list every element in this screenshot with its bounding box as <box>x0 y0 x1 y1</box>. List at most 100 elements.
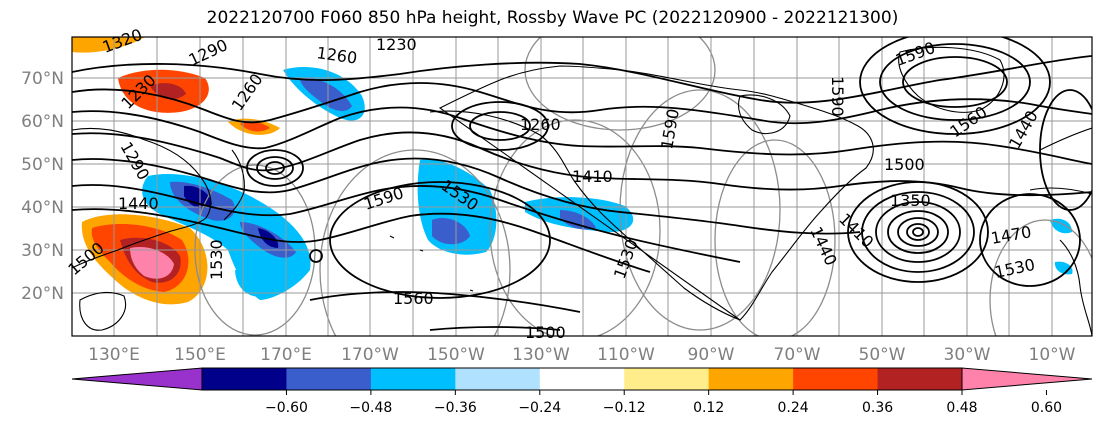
contour-label: 1500 <box>525 323 566 342</box>
height-contour <box>469 111 531 141</box>
lon-tick-label: 150°E <box>174 345 226 365</box>
coastline-japan <box>223 149 245 221</box>
height-contour <box>329 181 551 299</box>
contour-label: 1230 <box>376 35 417 54</box>
rossby-arc <box>989 219 1092 336</box>
colorbar-frame <box>201 367 963 391</box>
lon-axis: 130°E 150°E 170°E 170°W 150°W 130°W 110°… <box>88 345 1076 365</box>
contour-label: 1530 <box>207 239 226 280</box>
shade-negative <box>1050 218 1072 234</box>
shade-positive <box>130 246 174 279</box>
colorbar-segment <box>624 368 710 390</box>
colorbar-tick-label: −0.60 <box>265 400 308 416</box>
coastline-greenland <box>898 46 1005 113</box>
rossby-arc <box>619 89 781 331</box>
colorbar-segment <box>286 368 372 390</box>
colorbar-segment <box>370 368 456 390</box>
contour-label: 1590 <box>828 76 847 117</box>
colorbar-tick-label: −0.48 <box>349 400 392 416</box>
height-contour <box>861 191 975 273</box>
shade-negative <box>1054 261 1073 275</box>
coastline-hudson <box>737 94 791 134</box>
coastline-north-america <box>429 65 874 321</box>
colorbar-tick-label: −0.12 <box>603 400 646 416</box>
height-contour <box>912 227 924 237</box>
height-contour <box>72 106 1092 165</box>
lat-tick-label: 70°N <box>21 69 64 89</box>
lon-tick-label: 70°W <box>774 345 821 365</box>
rossby-arc <box>489 119 661 336</box>
lon-tick-label: 170°W <box>341 345 399 365</box>
height-contour <box>451 101 549 151</box>
map-frame <box>71 36 1093 337</box>
coastline-asia <box>72 127 212 269</box>
shade-negative <box>432 217 470 245</box>
colorbar-tick-label: 0.36 <box>862 400 893 416</box>
height-contour <box>902 56 1008 108</box>
rossby-arc <box>524 37 716 131</box>
lat-tick-label: 30°N <box>21 241 64 261</box>
contour-label: 1350 <box>890 191 931 210</box>
height-contour <box>979 193 1081 287</box>
height-contour <box>72 82 1092 125</box>
lat-tick-label: 40°N <box>21 198 64 218</box>
colorbar-tick-label: 0.24 <box>778 400 809 416</box>
colorbar-tick-label: −0.24 <box>518 400 561 416</box>
rossby-arc <box>714 139 836 336</box>
height-contour <box>1039 89 1092 211</box>
coastline-australia <box>79 291 126 331</box>
lon-tick-label: 110°W <box>597 345 655 365</box>
lon-tick-label: 50°W <box>859 345 906 365</box>
colorbar-segment <box>202 368 287 390</box>
colorbar-tick-label: 0.12 <box>693 400 724 416</box>
lat-tick-label: 50°N <box>21 155 64 175</box>
shading-layer <box>72 37 1073 305</box>
colorbar-segment <box>539 368 625 390</box>
height-contour <box>72 131 1092 197</box>
colorbar-segment <box>793 368 879 390</box>
lon-tick-label: 90°W <box>688 345 735 365</box>
height-contour <box>859 37 1051 135</box>
height-contour <box>906 223 930 241</box>
lon-tick-label: 10°W <box>1029 345 1076 365</box>
colorbar-extend-high <box>961 367 1093 391</box>
lon-tick-label: 130°E <box>88 345 140 365</box>
height-contour <box>72 55 1092 104</box>
contour-label: 1410 <box>572 167 613 186</box>
lat-tick-label: 60°N <box>21 112 64 132</box>
lon-tick-label: 130°W <box>512 345 570 365</box>
shade-negative <box>258 228 279 248</box>
colorbar-segment <box>455 368 541 390</box>
shade-positive <box>240 121 270 132</box>
height-contour <box>256 156 294 180</box>
contour-label: 1440 <box>118 194 159 213</box>
height-contour <box>875 201 961 263</box>
coastline-islands <box>389 235 474 292</box>
colorbar-segment <box>708 368 794 390</box>
colorbar-extend-low <box>71 367 203 391</box>
height-contour <box>879 43 1031 121</box>
height-contour <box>246 149 304 187</box>
lon-tick-label: 30°W <box>944 345 991 365</box>
height-contour <box>847 181 989 283</box>
lon-tick-label: 150°W <box>427 345 485 365</box>
colorbar-segment <box>877 368 963 390</box>
height-contour <box>72 208 651 273</box>
contour-label: 1560 <box>393 289 434 308</box>
shade-positive <box>72 37 145 53</box>
height-contour <box>72 157 861 235</box>
height-contour <box>309 291 581 313</box>
rossby-arc <box>319 149 511 336</box>
coastlines <box>72 46 1092 336</box>
colorbar-tick-label: 0.60 <box>1031 400 1062 416</box>
colorbar-tick-label: 0.48 <box>946 400 977 416</box>
colorbar: −0.60 −0.48 −0.36 −0.24 −0.12 0.12 0.24 0.36 0.4… <box>71 367 1093 416</box>
height-contour <box>265 161 285 175</box>
lon-tick-label: 170°E <box>260 345 312 365</box>
lat-tick-label: 20°N <box>21 284 64 304</box>
height-contour <box>309 249 323 263</box>
shade-negative <box>560 210 596 230</box>
height-contour <box>897 217 939 247</box>
contour-label: 1260 <box>520 115 561 134</box>
